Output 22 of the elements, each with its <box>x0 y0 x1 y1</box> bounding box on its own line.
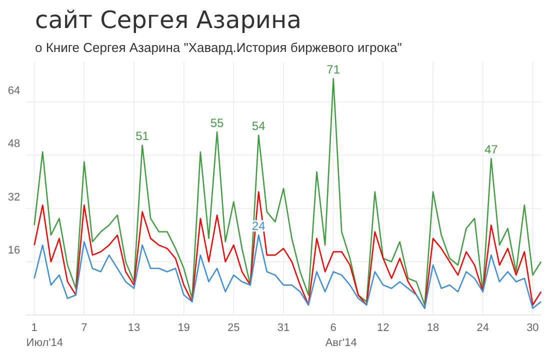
y-tick-label: 32 <box>8 191 20 204</box>
x-tick-label: 1 Июл'14 <box>26 322 63 349</box>
x-tick-label: 6 Авг'14 <box>325 322 357 349</box>
data-label: 47 <box>484 142 498 157</box>
data-label: 55 <box>210 116 224 130</box>
x-tick-label: 12 <box>377 322 390 334</box>
x-tick-label: 31 <box>277 322 290 334</box>
y-tick-label: 48 <box>8 138 20 150</box>
data-label: 71 <box>326 62 340 77</box>
x-tick-label: 25 <box>228 322 240 334</box>
chart-subtitle: о Книге Сергея Азарина "Хавард.История биржевого игрока" <box>35 40 402 55</box>
data-label: 51 <box>136 129 150 144</box>
x-tick-label: 7 <box>81 322 88 334</box>
x-tick-label: 18 <box>426 322 440 334</box>
y-tick-label: 16 <box>8 244 20 257</box>
y-tick-label: 64 <box>8 84 20 97</box>
x-tick-label: 19 <box>178 322 190 334</box>
x-tick-label: 13 <box>128 322 140 334</box>
data-label: 54 <box>252 119 266 134</box>
x-tick-label: 30 <box>526 322 539 334</box>
x-tick-label: 24 <box>476 322 489 334</box>
chart-title: сайт Сергея Азарина <box>35 6 302 34</box>
